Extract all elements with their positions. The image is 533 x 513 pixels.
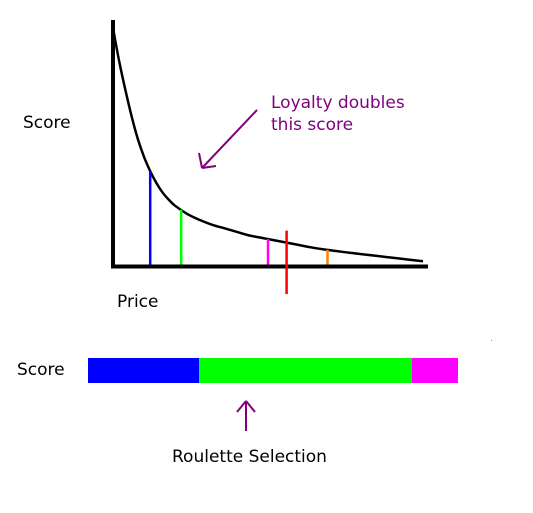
sample-lines bbox=[148, 171, 329, 294]
roulette-segment-blue bbox=[88, 358, 199, 383]
x-axis-label: Price bbox=[117, 292, 159, 312]
stray-dot bbox=[491, 340, 492, 341]
roulette-pointer-arrow-icon bbox=[236, 400, 256, 431]
roulette-caption: Roulette Selection bbox=[172, 447, 327, 467]
roulette-bar bbox=[88, 358, 458, 383]
annotation-line-2: this score bbox=[271, 115, 354, 135]
roulette-label: Score bbox=[17, 360, 65, 380]
y-axis-label: Score bbox=[23, 113, 71, 133]
annotation-text: Loyalty doubles this score bbox=[271, 92, 405, 136]
score-curve bbox=[111, 27, 424, 263]
annotation-line-1: Loyalty doubles bbox=[271, 93, 405, 113]
roulette-segment-green bbox=[199, 358, 412, 383]
annotation-arrow-icon bbox=[198, 109, 258, 169]
roulette-segment-magenta bbox=[411, 358, 458, 383]
